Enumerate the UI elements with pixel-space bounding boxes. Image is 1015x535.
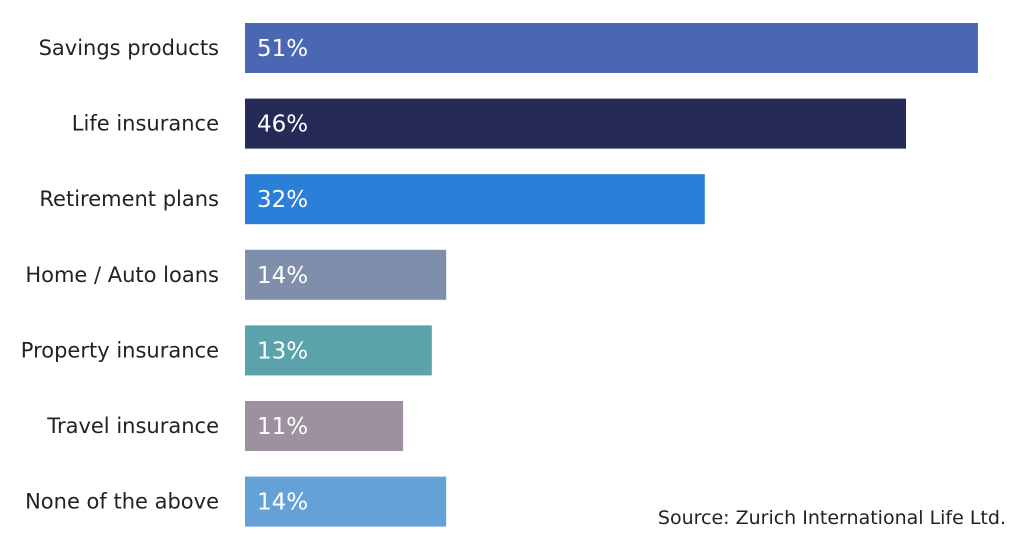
category-label: Savings products [39,36,219,60]
value-label: 46% [257,112,308,138]
bar-6 [245,476,447,527]
category-label: Travel insurance [46,414,219,438]
bar-1 [245,98,906,149]
category-label: Life insurance [72,112,219,136]
value-label: 11% [257,414,308,440]
source-note: Source: Zurich International Life Ltd. [657,507,1006,529]
bar-5 [245,401,404,451]
bar-4 [245,325,432,376]
bar-0 [245,23,978,73]
bar-2 [245,174,705,225]
value-label: 13% [257,338,308,364]
value-label: 51% [257,36,308,62]
value-label: 14% [257,490,308,516]
value-label: 14% [257,263,308,289]
category-label: None of the above [25,490,219,514]
bars-group [245,23,978,527]
value-labels-group: 51% 46% 32% 14% 13% 11% 14% [257,36,308,516]
category-label: Home / Auto loans [25,263,219,287]
category-label: Retirement plans [39,187,219,211]
category-labels-group: Savings products Life insurance Retirement… [21,36,219,514]
bar-3 [245,249,447,300]
category-label: Property insurance [21,338,219,362]
value-label: 32% [257,187,308,213]
